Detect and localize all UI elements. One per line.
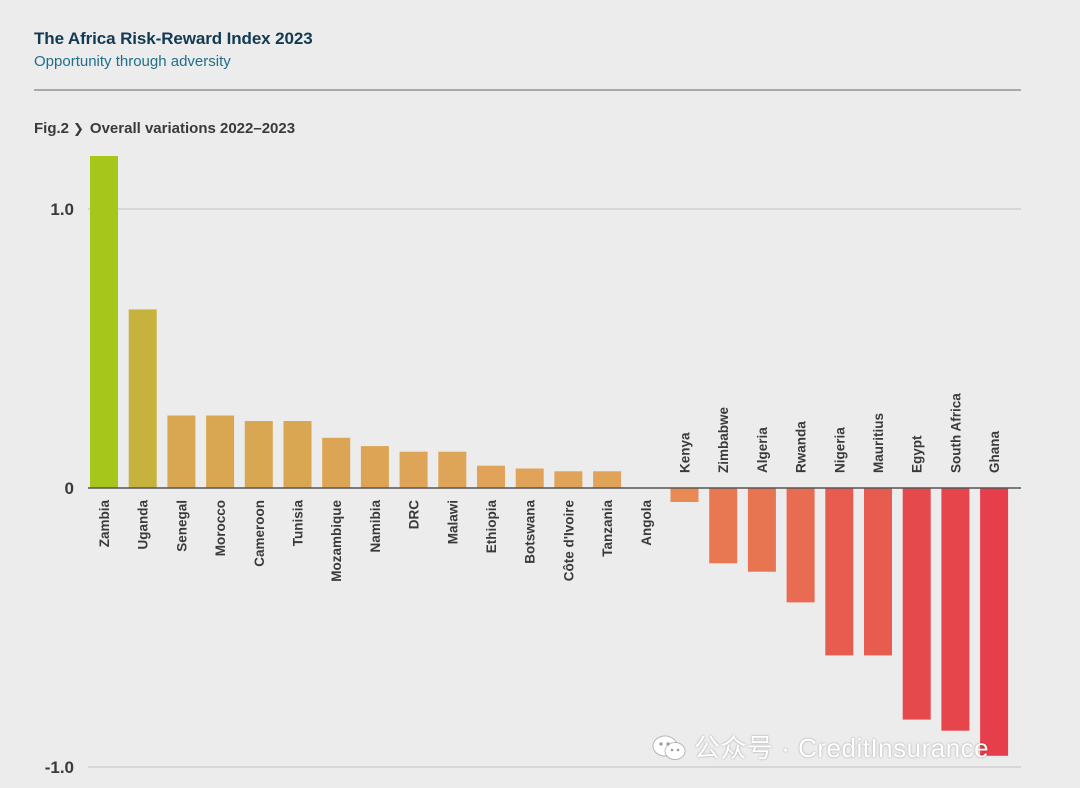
bar-rwanda	[786, 488, 815, 603]
header-divider	[34, 89, 1021, 91]
bar-mauritius	[864, 488, 892, 656]
figure-caption: Fig.2 ❯ Overall variations 2022–2023	[34, 120, 295, 137]
bar-mozambique	[322, 437, 351, 488]
category-label: Algeria	[755, 427, 770, 473]
figure-number: Fig.2	[34, 120, 70, 137]
bar-nigeria	[825, 488, 854, 656]
bar-botswana	[515, 468, 544, 488]
category-label: Côte d'Ivoire	[561, 500, 576, 582]
category-label: Tanzania	[600, 500, 615, 557]
category-label: Botswana	[523, 500, 538, 564]
bar-zimbabwe	[709, 488, 738, 564]
category-label: Mauritius	[871, 413, 886, 473]
bar-namibia	[360, 446, 389, 488]
y-tick-label: 0	[65, 479, 74, 498]
report-title: The Africa Risk-Reward Index 2023	[34, 29, 313, 48]
bar-ethiopia	[477, 465, 505, 488]
figure-title: Overall variations 2022–2023	[89, 120, 296, 137]
bar-cameroon	[244, 421, 273, 488]
bar-senegal	[167, 415, 196, 488]
bar-egypt	[902, 488, 931, 720]
category-label: Mozambique	[329, 500, 344, 582]
category-label: Malawi	[445, 500, 460, 544]
category-label: Ethiopia	[484, 500, 499, 554]
chevron-right-icon: ❯	[73, 121, 84, 136]
bar-zambia	[90, 156, 118, 488]
bars	[90, 156, 1009, 756]
category-label: Nigeria	[832, 427, 847, 473]
y-axis-ticks: 1.0 0 -1.0	[45, 200, 74, 777]
bar-south-africa	[941, 488, 970, 731]
bar-drc	[399, 451, 428, 488]
bar-algeria	[747, 488, 776, 572]
bar-tanzania	[593, 471, 622, 488]
bar-malawi	[438, 451, 467, 488]
category-label: Zambia	[97, 500, 112, 548]
category-label: DRC	[407, 500, 422, 529]
bar-uganda	[128, 309, 157, 488]
category-label: Rwanda	[794, 421, 809, 473]
category-label: Namibia	[368, 500, 383, 553]
watermark: 公众号 · CreditInsurance	[652, 728, 989, 765]
category-label: Uganda	[136, 500, 151, 550]
bar-kenya	[670, 488, 699, 502]
watermark-text: 公众号 · CreditInsurance	[694, 733, 990, 763]
grid-lines	[88, 208, 1021, 768]
category-label: Kenya	[678, 432, 693, 473]
bar-c-te-d-ivoire	[554, 471, 583, 488]
category-label: Morocco	[213, 500, 228, 556]
category-label: Zimbabwe	[716, 406, 731, 473]
category-label: Cameroon	[252, 500, 267, 567]
report-subtitle: Opportunity through adversity	[34, 53, 231, 70]
category-label: Senegal	[174, 500, 189, 552]
bar-morocco	[206, 415, 235, 488]
category-label: Ghana	[987, 430, 1002, 473]
bar-ghana	[980, 488, 1009, 756]
category-label: Angola	[639, 500, 654, 546]
y-tick-label: -1.0	[45, 758, 74, 777]
bar-tunisia	[283, 421, 312, 488]
category-label: Tunisia	[291, 500, 306, 547]
y-tick-label: 1.0	[50, 200, 74, 219]
category-label: Egypt	[910, 435, 925, 473]
wechat-icon	[652, 735, 686, 760]
category-label: South Africa	[948, 393, 963, 473]
category-labels: Zambia Uganda Senegal Morocco Cameroon Tunisi…	[97, 393, 1002, 582]
